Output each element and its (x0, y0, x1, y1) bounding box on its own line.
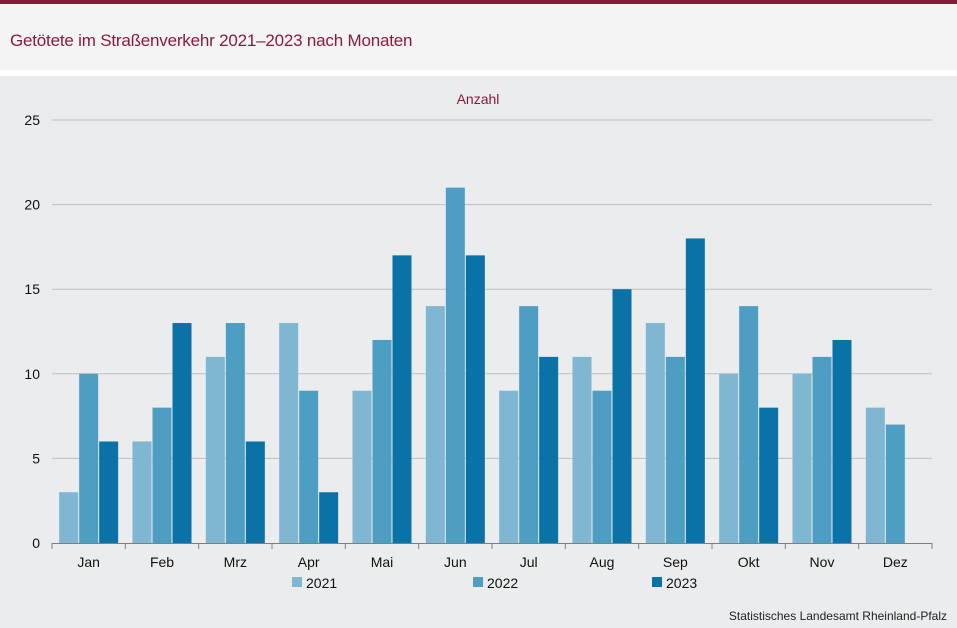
y-tick-labels: 0 5 10 15 20 25 (24, 112, 40, 551)
page-title: Getötete im Straßenverkehr 2021–2023 nac… (10, 31, 413, 50)
bar-2023-Jan (99, 441, 119, 543)
top-accent-bar (0, 0, 957, 4)
bar-2022-Aug (592, 390, 612, 543)
bar-2021-Mrz (205, 356, 225, 543)
bar-2023-Feb (172, 323, 192, 543)
legend-swatch-2023 (652, 577, 662, 587)
bar-2022-Sep (665, 356, 685, 543)
bar-2022-Mrz (225, 323, 245, 543)
bar-2021-Apr (279, 323, 299, 543)
bar-2022-Apr (299, 390, 319, 543)
bar-2021-Sep (645, 323, 665, 543)
bar-2022-Okt (739, 306, 759, 543)
x-axis: Jan Feb Mrz Apr Mai Jun Jul Aug Sep Okt Nov Dez (51, 543, 933, 570)
x-tick-label: Jun (444, 554, 467, 570)
x-tick-label: Jul (520, 554, 538, 570)
bar-2021-Dez (865, 407, 885, 543)
bar-chart: Anzahl 0 5 10 15 20 25 Jan Feb Mrz Apr Mai Jun Jul A… (24, 91, 933, 591)
bar-2021-Jan (59, 492, 79, 543)
x-tick-label: Feb (150, 554, 174, 570)
bar-2023-Jun (465, 255, 485, 544)
legend-label-2023: 2023 (666, 575, 697, 591)
x-tick-label: Jan (77, 554, 100, 570)
bar-2023-Okt (759, 407, 779, 543)
bar-2023-Mai (392, 255, 412, 544)
bar-2023-Nov (832, 339, 852, 543)
bar-2023-Sep (685, 238, 705, 543)
y-tick-label: 10 (24, 366, 40, 382)
legend-label-2022: 2022 (487, 575, 518, 591)
header-divider (0, 70, 957, 76)
y-tick-label: 15 (24, 281, 40, 297)
x-tick-label: Mai (371, 554, 394, 570)
legend-label-2021: 2021 (306, 575, 337, 591)
legend: 2021 2022 2023 (292, 575, 697, 591)
bar-2021-Jun (425, 306, 445, 543)
bar-2022-Dez (885, 424, 905, 543)
y-axis-label: Anzahl (457, 91, 500, 107)
bar-2023-Aug (612, 289, 632, 543)
bars (59, 187, 905, 544)
x-tick-label: Okt (738, 554, 760, 570)
bar-2021-Mai (352, 390, 372, 543)
gridlines (52, 119, 932, 459)
y-tick-label: 20 (24, 197, 40, 213)
x-tick-label: Aug (590, 554, 615, 570)
bar-2022-Mai (372, 339, 392, 543)
legend-swatch-2022 (473, 577, 483, 587)
x-tick-label: Nov (810, 554, 835, 570)
bar-2023-Mrz (245, 441, 265, 543)
x-tick-label: Sep (663, 554, 688, 570)
header: Getötete im Straßenverkehr 2021–2023 nac… (0, 4, 957, 70)
bar-2021-Aug (572, 356, 592, 543)
legend-swatch-2021 (292, 577, 302, 587)
source-note: Statistisches Landesamt Rheinland-Pfalz (728, 609, 947, 623)
bar-2023-Jul (539, 356, 559, 543)
y-tick-label: 5 (32, 450, 40, 466)
x-tick-label: Mrz (224, 554, 247, 570)
bar-2021-Okt (719, 373, 739, 543)
bar-2022-Jun (445, 187, 465, 543)
bar-2023-Apr (319, 492, 339, 543)
x-tick-label: Dez (883, 554, 908, 570)
bar-2021-Jul (499, 390, 519, 543)
x-tick-label: Apr (298, 554, 320, 570)
y-tick-label: 0 (32, 535, 40, 551)
bar-2022-Feb (152, 407, 172, 543)
bar-2022-Jul (519, 306, 539, 543)
y-tick-label: 25 (24, 112, 40, 128)
bar-2021-Nov (792, 373, 812, 543)
bar-2021-Feb (132, 441, 152, 543)
bar-2022-Jan (79, 373, 99, 543)
bar-2022-Nov (812, 356, 832, 543)
